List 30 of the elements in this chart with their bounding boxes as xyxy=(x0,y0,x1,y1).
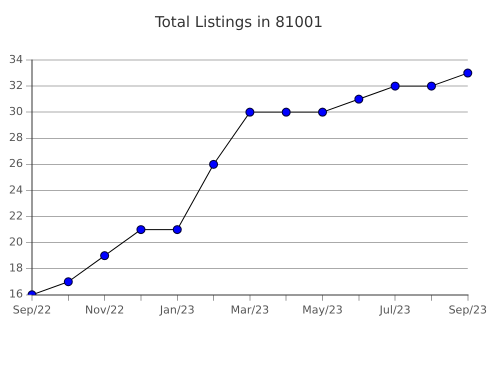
point xyxy=(209,160,218,169)
x-tick-label: Sep/22 xyxy=(12,303,52,316)
point xyxy=(354,94,364,104)
point xyxy=(245,108,254,117)
y-tick-label: 18 xyxy=(8,262,23,275)
y-tick-label: 34 xyxy=(8,52,23,66)
y-tick-label: 16 xyxy=(8,288,23,301)
y-tick-label: 22 xyxy=(8,209,23,222)
point xyxy=(172,225,182,234)
point xyxy=(390,82,400,91)
point xyxy=(463,68,472,78)
point xyxy=(282,108,291,117)
chart-title: Total Listings in 81001 xyxy=(154,12,323,31)
y-tick-label: 28 xyxy=(8,131,23,144)
y-tick-label: 20 xyxy=(8,235,23,248)
x-tick-label: Sep/23 xyxy=(448,303,487,316)
y-tick-label: 26 xyxy=(8,157,23,170)
x-tick-label: Nov/22 xyxy=(85,303,124,316)
point xyxy=(64,277,73,286)
point xyxy=(100,251,110,260)
x-tick-label: May/23 xyxy=(302,303,343,316)
x-tick-label: Mar/23 xyxy=(230,303,270,316)
point xyxy=(426,82,436,91)
point xyxy=(318,108,328,117)
y-tick-label: 24 xyxy=(8,183,23,196)
x-tick-label: Jan/23 xyxy=(158,303,195,316)
y-tick-label: 32 xyxy=(8,78,23,92)
x-tick-label: Jul/23 xyxy=(378,303,411,316)
y-tick-label: 30 xyxy=(8,105,23,118)
point xyxy=(136,225,146,234)
